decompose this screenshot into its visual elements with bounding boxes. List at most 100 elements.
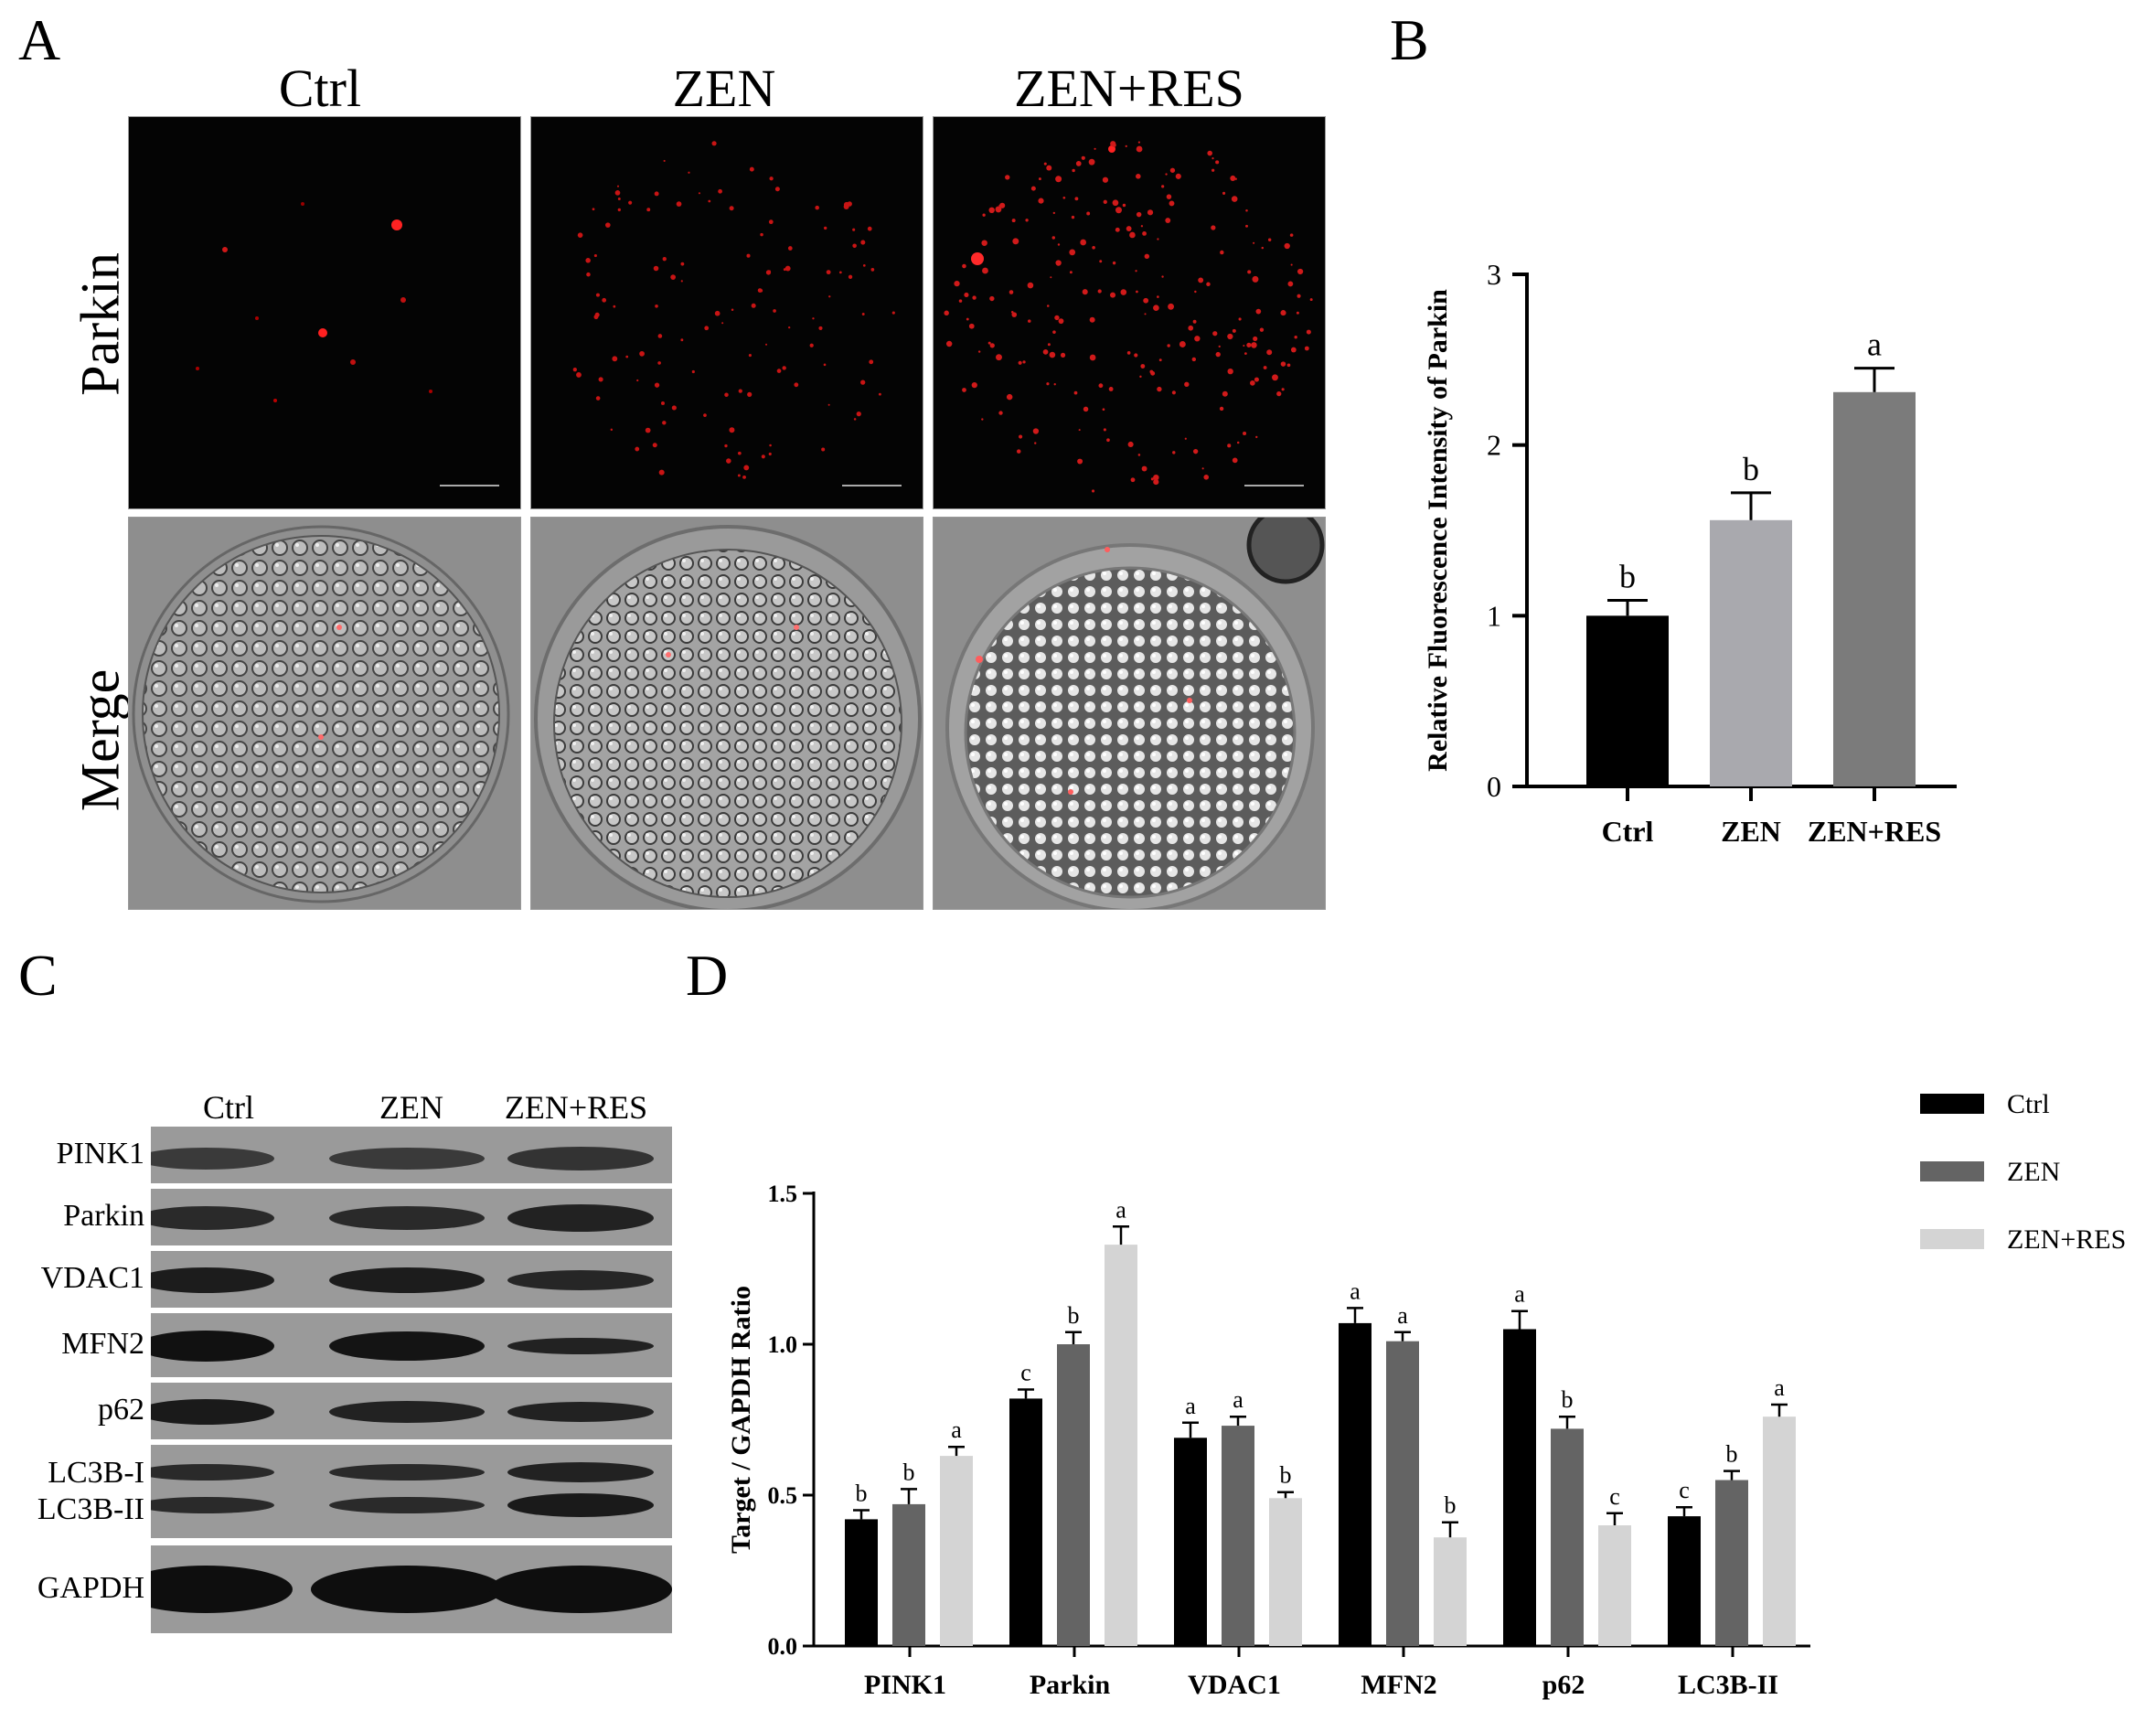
significance-letter: a bbox=[1185, 1393, 1196, 1419]
bar-pink1-zen-res bbox=[940, 1456, 973, 1646]
chart-d: Target / GAPDH Ratio 0.0 0.5 1.0 1.5 b b a PINK1… bbox=[726, 1089, 2126, 1700]
micrograph-merge-zen-res bbox=[933, 517, 1326, 910]
bar-parkin-zen-res bbox=[1105, 1245, 1137, 1646]
x-tick-label: MFN2 bbox=[1361, 1670, 1436, 1700]
significance-letter: b bbox=[1619, 559, 1636, 595]
bar-ctrl bbox=[1586, 615, 1669, 786]
legend-swatch-zen-res bbox=[1920, 1229, 1984, 1249]
significance-letter: c bbox=[1020, 1360, 1031, 1386]
bar-lc3b-ii-ctrl bbox=[1668, 1516, 1701, 1646]
band bbox=[329, 1148, 485, 1170]
band bbox=[151, 1267, 274, 1293]
significance-letter: b bbox=[1726, 1441, 1738, 1468]
legend-swatch-ctrl bbox=[1920, 1094, 1984, 1114]
wb-strip-lc3b-i bbox=[151, 1445, 672, 1538]
band bbox=[151, 1331, 274, 1362]
row-label-merge: Merge bbox=[69, 668, 131, 812]
wb-label-lc3b-i: LC3B-I bbox=[48, 1456, 144, 1490]
chart-b: Relative Fluorescence Intensity of Parki… bbox=[1423, 258, 1957, 848]
wb-strip-gapdh bbox=[151, 1545, 672, 1633]
y-tick-label: 3 bbox=[1487, 258, 1501, 291]
band bbox=[507, 1402, 654, 1422]
legend-label-zen-res: ZEN+RES bbox=[2007, 1224, 2126, 1255]
band bbox=[507, 1338, 654, 1354]
x-tick-label: VDAC1 bbox=[1188, 1670, 1281, 1700]
x-tick-label: Ctrl bbox=[1602, 815, 1654, 848]
y-axis-label: Relative Fluorescence Intensity of Parki… bbox=[1423, 289, 1453, 772]
band bbox=[507, 1204, 654, 1232]
significance-letter: c bbox=[1609, 1483, 1620, 1510]
bar-zen bbox=[1710, 519, 1792, 786]
band bbox=[507, 1462, 654, 1482]
band bbox=[151, 1148, 274, 1170]
significance-letter: c bbox=[1679, 1477, 1690, 1503]
legend-label-ctrl: Ctrl bbox=[2007, 1089, 2050, 1119]
band bbox=[489, 1566, 672, 1613]
wb-label-vdac1: VDAC1 bbox=[40, 1261, 144, 1295]
x-tick-label: LC3B-II bbox=[1678, 1670, 1778, 1700]
band bbox=[507, 1147, 654, 1170]
y-tick-label: 1.5 bbox=[768, 1181, 798, 1207]
parkin-puncta-zen bbox=[572, 141, 902, 486]
band bbox=[329, 1331, 485, 1361]
row-label-parkin: Parkin bbox=[69, 252, 131, 396]
wb-label-mfn2: MFN2 bbox=[61, 1327, 144, 1361]
significance-letter: a bbox=[1774, 1374, 1785, 1401]
bar-mfn2-ctrl bbox=[1339, 1322, 1372, 1646]
parkin-puncta-zen-res bbox=[944, 141, 1313, 493]
bar-pink1-ctrl bbox=[845, 1519, 878, 1646]
significance-letter: a bbox=[1397, 1302, 1408, 1329]
legend-swatch-zen bbox=[1920, 1161, 1984, 1181]
wb-label-gapdh: GAPDH bbox=[37, 1571, 144, 1605]
band bbox=[329, 1206, 485, 1230]
x-tick-label: ZEN+RES bbox=[1808, 815, 1941, 848]
wb-strip-vdac1 bbox=[151, 1251, 672, 1308]
significance-letter: b bbox=[903, 1459, 915, 1485]
band bbox=[311, 1566, 503, 1613]
significance-letter: a bbox=[1514, 1281, 1525, 1308]
micrograph-parkin-zen bbox=[530, 116, 923, 509]
significance-letter: a bbox=[1115, 1196, 1126, 1223]
wb-strip-pink1 bbox=[151, 1127, 672, 1183]
significance-letter: a bbox=[951, 1416, 962, 1443]
bar-parkin-ctrl bbox=[1009, 1398, 1042, 1646]
wb-label-lc3b-ii: LC3B-II bbox=[37, 1492, 144, 1526]
x-tick-label: Parkin bbox=[1030, 1670, 1111, 1700]
bar-vdac1-ctrl bbox=[1174, 1438, 1207, 1646]
wb-lane-ctrl: Ctrl bbox=[202, 1089, 254, 1126]
bar-zen-res bbox=[1833, 391, 1916, 786]
bar-lc3b-ii-zen-res bbox=[1763, 1416, 1796, 1646]
bar-parkin-zen bbox=[1057, 1344, 1090, 1646]
band bbox=[329, 1267, 485, 1293]
y-tick-label: 2 bbox=[1487, 429, 1501, 462]
y-axis-label: Target / GAPDH Ratio bbox=[726, 1286, 756, 1554]
legend-label-zen: ZEN bbox=[2007, 1157, 2060, 1187]
y-tick-label: 0 bbox=[1487, 770, 1501, 803]
x-tick-label: p62 bbox=[1542, 1670, 1585, 1700]
bar-vdac1-zen-res bbox=[1269, 1498, 1302, 1646]
panel-b-letter: B bbox=[1390, 7, 1429, 72]
band bbox=[507, 1493, 654, 1517]
wb-strip-parkin bbox=[151, 1189, 672, 1245]
significance-letter: b bbox=[1068, 1302, 1080, 1329]
y-tick-label: 0.0 bbox=[768, 1633, 798, 1660]
column-title-zen: ZEN bbox=[672, 59, 776, 118]
wb-strip-p62 bbox=[151, 1383, 672, 1439]
y-tick-label: 1 bbox=[1487, 599, 1501, 632]
band bbox=[151, 1206, 274, 1230]
y-tick-label: 1.0 bbox=[768, 1331, 798, 1358]
bar-p62-zen-res bbox=[1598, 1525, 1631, 1646]
wb-label-p62: p62 bbox=[98, 1393, 144, 1427]
band bbox=[151, 1566, 293, 1613]
significance-letter: b bbox=[1562, 1386, 1574, 1413]
band bbox=[329, 1464, 485, 1480]
x-tick-label: ZEN bbox=[1721, 815, 1781, 848]
panel-d-letter: D bbox=[686, 943, 729, 1008]
parkin-puncta-ctrl bbox=[196, 202, 499, 486]
significance-letter: b bbox=[1445, 1492, 1457, 1519]
micrograph-merge-zen bbox=[530, 517, 923, 910]
significance-letter: b bbox=[1280, 1462, 1292, 1489]
bar-mfn2-zen bbox=[1386, 1341, 1419, 1646]
micrograph-merge-ctrl bbox=[128, 517, 521, 910]
band bbox=[329, 1497, 485, 1513]
